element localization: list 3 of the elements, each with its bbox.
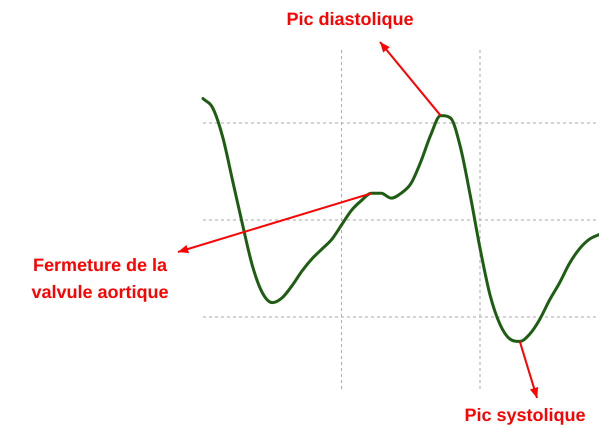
text: Fermeture de la valvule aortique [31, 254, 169, 302]
text: Pic systolique [464, 404, 586, 425]
text: Pic diastolique [286, 8, 414, 29]
